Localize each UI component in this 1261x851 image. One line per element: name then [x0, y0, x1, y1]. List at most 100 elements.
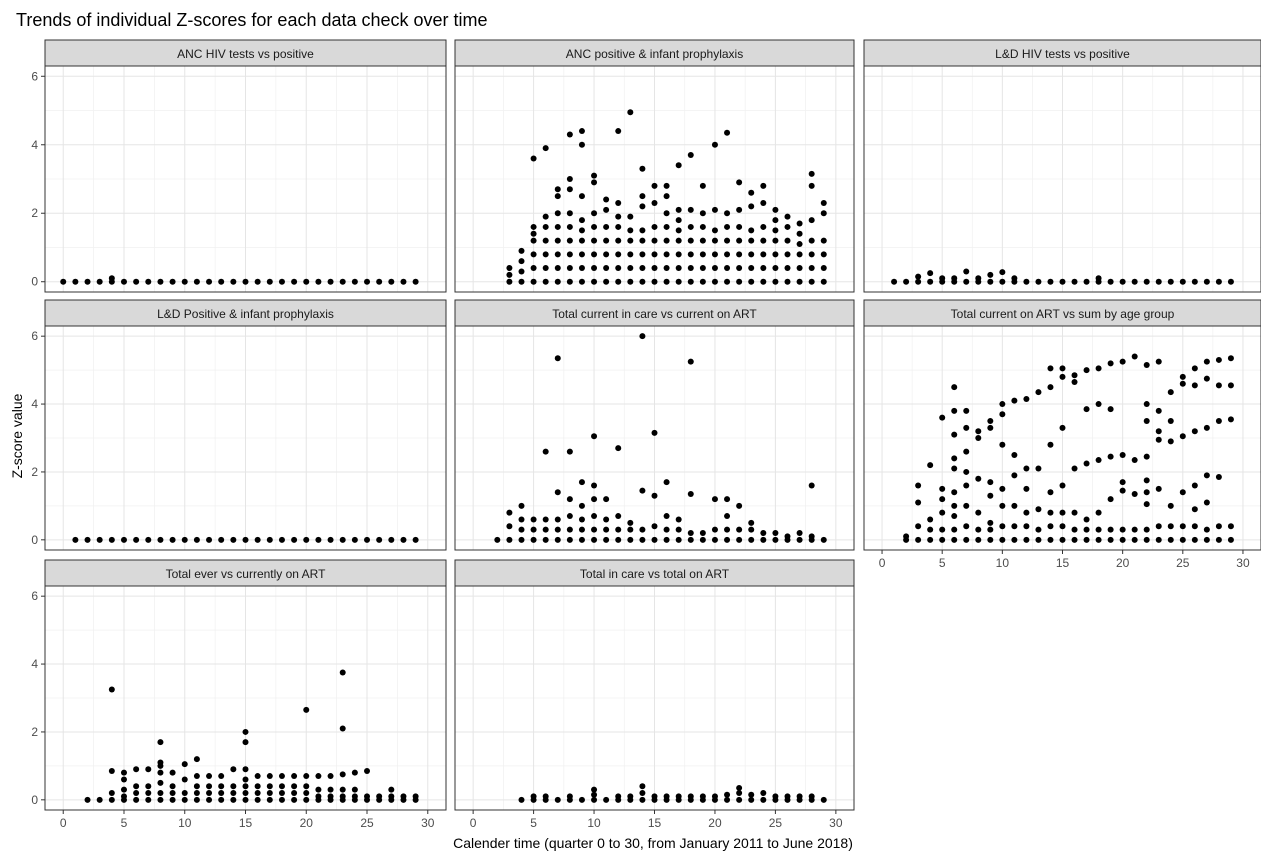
data-point [748, 519, 755, 526]
data-point [1143, 453, 1150, 460]
data-point [291, 796, 298, 803]
y-tick-label: 2 [31, 465, 38, 479]
data-point [999, 441, 1006, 448]
data-point [963, 424, 970, 431]
data-point [291, 536, 298, 543]
data-point [218, 790, 225, 797]
data-point [927, 536, 934, 543]
data-point [1155, 436, 1162, 443]
data-point [1203, 278, 1210, 285]
data-point [663, 793, 670, 800]
data-point [530, 526, 537, 533]
data-point [291, 773, 298, 780]
x-tick-label: 10 [587, 816, 601, 830]
data-point [651, 536, 658, 543]
data-point [339, 786, 346, 793]
data-point [315, 773, 322, 780]
data-point [1119, 358, 1126, 365]
data-point [699, 278, 706, 285]
data-point [554, 278, 561, 285]
data-point [975, 475, 982, 482]
data-point [663, 526, 670, 533]
data-point [1035, 278, 1042, 285]
data-point [1227, 382, 1234, 389]
data-point [915, 499, 922, 506]
x-tick-label: 5 [530, 816, 537, 830]
data-point [1119, 278, 1126, 285]
x-tick-label: 30 [829, 816, 843, 830]
data-point [1131, 536, 1138, 543]
data-point [108, 536, 115, 543]
x-tick-label: 30 [1236, 556, 1250, 570]
data-point [963, 502, 970, 509]
facet-strip-label: Total in care vs total on ART [580, 567, 730, 581]
data-point [591, 791, 598, 798]
data-point [591, 496, 598, 503]
data-point [1107, 536, 1114, 543]
data-point [339, 793, 346, 800]
data-point [736, 526, 743, 533]
data-point [578, 536, 585, 543]
data-point [1215, 382, 1222, 389]
data-point [1035, 536, 1042, 543]
data-point [133, 790, 140, 797]
data-point [615, 199, 622, 206]
data-point [820, 536, 827, 543]
facet-strip-label: Total ever vs currently on ART [166, 567, 327, 581]
data-point [687, 278, 694, 285]
data-point [927, 270, 934, 277]
data-point [615, 445, 622, 452]
data-point [351, 769, 358, 776]
data-point [1203, 358, 1210, 365]
data-point [1059, 365, 1066, 372]
data-point [291, 790, 298, 797]
data-point [772, 530, 779, 537]
data-point [736, 179, 743, 186]
data-point [542, 213, 549, 220]
data-point [915, 273, 922, 280]
data-point [218, 536, 225, 543]
data-point [1095, 526, 1102, 533]
data-point [1107, 496, 1114, 503]
data-point [711, 227, 718, 234]
data-point [687, 358, 694, 365]
data-point [1119, 526, 1126, 533]
data-point [603, 496, 610, 503]
data-point [627, 536, 634, 543]
data-point [230, 766, 237, 773]
facet-panel: L&D HIV tests vs positive [863, 39, 1261, 293]
data-point [639, 165, 646, 172]
data-point [651, 237, 658, 244]
data-point [760, 237, 767, 244]
data-point [963, 278, 970, 285]
data-point [1215, 356, 1222, 363]
data-point [1083, 278, 1090, 285]
data-point [315, 278, 322, 285]
y-tick-label: 4 [31, 397, 38, 411]
data-point [230, 783, 237, 790]
x-tick-label: 10 [996, 556, 1010, 570]
data-point [266, 278, 273, 285]
data-point [96, 536, 103, 543]
data-point [651, 199, 658, 206]
data-point [506, 536, 513, 543]
data-point [506, 509, 513, 516]
data-point [1179, 536, 1186, 543]
data-point [591, 433, 598, 440]
data-point [578, 237, 585, 244]
data-point [181, 278, 188, 285]
data-point [1203, 526, 1210, 533]
data-point [530, 155, 537, 162]
data-point [651, 278, 658, 285]
y-tick-label: 6 [31, 329, 38, 343]
data-point [663, 182, 670, 189]
data-point [903, 278, 910, 285]
data-point [145, 536, 152, 543]
data-point [639, 487, 646, 494]
data-point [808, 170, 815, 177]
data-point [530, 265, 537, 272]
data-point [711, 793, 718, 800]
data-point [1167, 438, 1174, 445]
data-point [518, 502, 525, 509]
x-tick-label: 30 [421, 816, 435, 830]
